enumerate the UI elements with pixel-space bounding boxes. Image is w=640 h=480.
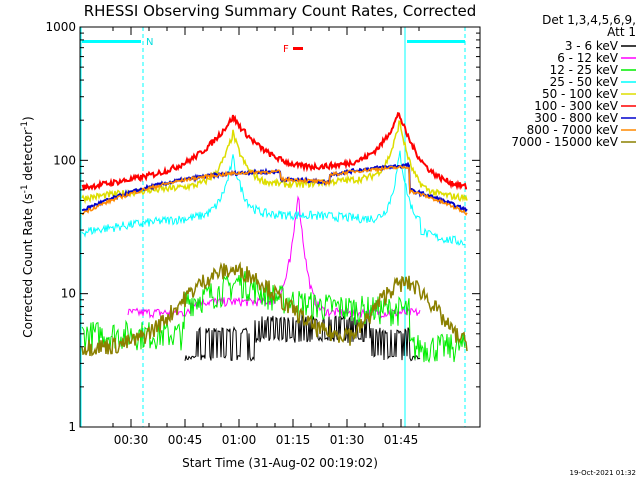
y-axis-label: Corrected Count Rate (s-1 detector-1) (20, 116, 35, 337)
series-line-7000-15000-kev (81, 261, 468, 357)
legend-label: 6 - 12 keV (557, 51, 619, 65)
legend-label: 25 - 50 keV (550, 75, 619, 89)
legend-label: 50 - 100 keV (542, 87, 619, 101)
x-tick-label: 01:00 (222, 433, 257, 447)
series-line-3-6-kev (184, 313, 421, 362)
series-line-300-800-kev (81, 161, 468, 214)
x-tick-label: 01:30 (330, 433, 365, 447)
legend-label: 12 - 25 keV (550, 63, 619, 77)
legend-header-line1: Det 1,3,4,5,6,9, (542, 13, 636, 27)
plot-area (80, 27, 468, 427)
plot-frame (79, 26, 481, 428)
legend-label: 3 - 6 keV (565, 39, 619, 53)
x-axis-label: Start Time (31-Aug-02 00:19:02) (182, 456, 378, 470)
legend-label: 300 - 800 keV (534, 111, 618, 125)
legend-label: 800 - 7000 keV (527, 123, 619, 137)
night-bar (82, 40, 141, 43)
legend-label: 7000 - 15000 keV (511, 135, 618, 149)
x-axis: 00:30 00:45 01:00 01:15 01:30 01:45 (112, 27, 420, 447)
series-line-800-7000-kev (81, 165, 468, 216)
n-annotation: N (146, 37, 153, 48)
y-tick-label: 10 (61, 287, 76, 301)
y-tick-label: 100 (53, 153, 76, 167)
x-tick-label: 00:30 (114, 433, 149, 447)
legend-header-line2: Att 1 (607, 25, 636, 39)
timestamp: 19-Oct-2021 01:32 (570, 469, 636, 477)
series-line-25-50-kev (81, 150, 466, 246)
x-tick-label: 01:15 (276, 433, 311, 447)
f-annotation-bar (293, 47, 303, 50)
legend-label: 100 - 300 keV (534, 99, 618, 113)
y-tick-label: 1000 (45, 20, 76, 34)
series-line-100-300-kev (81, 112, 468, 191)
y-tick-label: 1 (68, 420, 76, 434)
x-tick-label: 00:45 (168, 433, 203, 447)
series-line-12-25-kev (81, 271, 466, 364)
f-annotation: F (283, 44, 289, 55)
y-axis: 1 10 100 1000 (45, 20, 480, 434)
x-tick-label: 01:45 (384, 433, 419, 447)
night-bar (407, 40, 465, 43)
chart-title: RHESSI Observing Summary Count Rates, Co… (84, 2, 477, 20)
